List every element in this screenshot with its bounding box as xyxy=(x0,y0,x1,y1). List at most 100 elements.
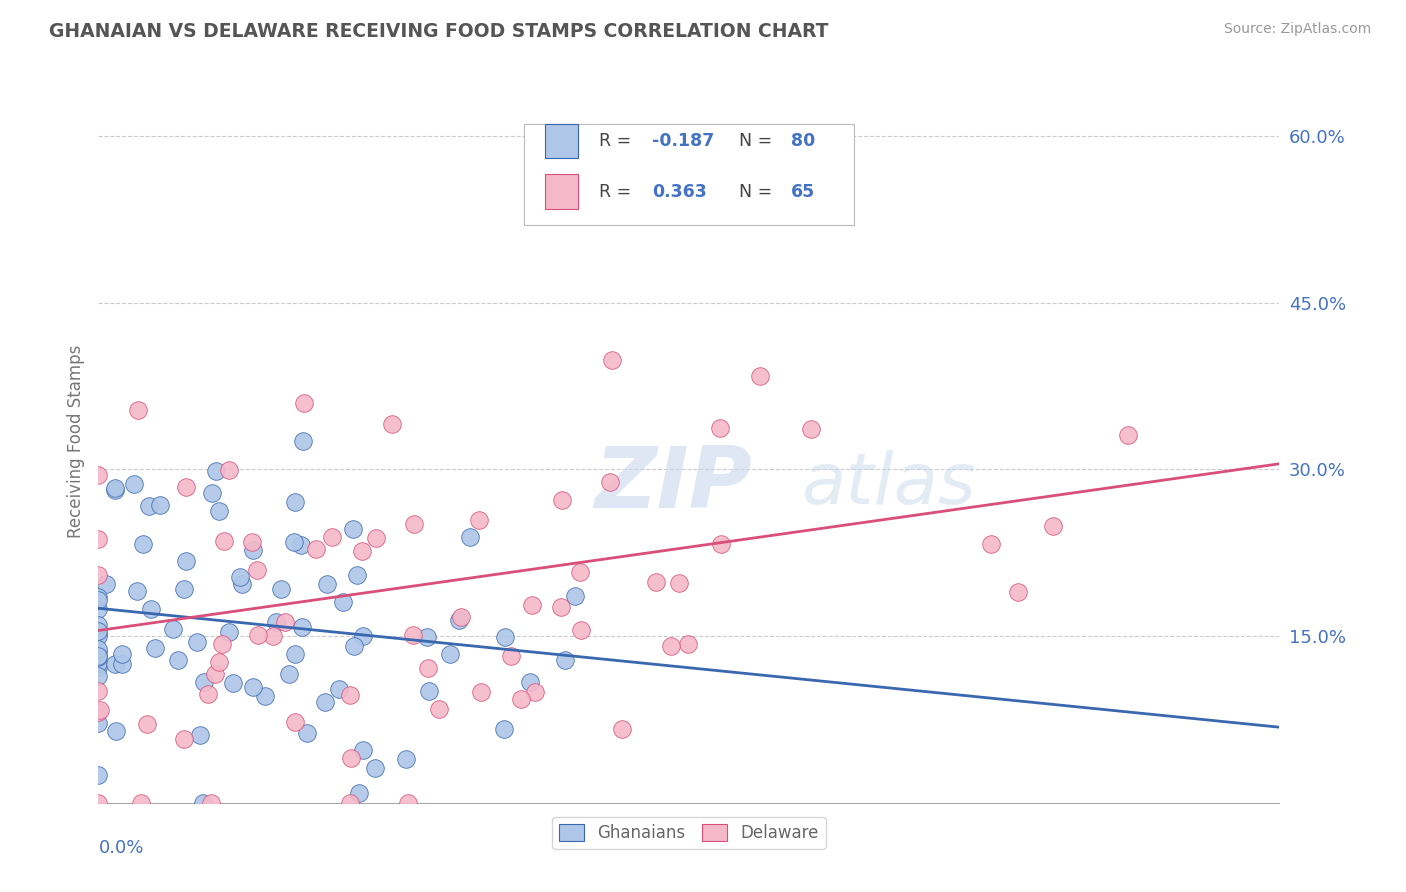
Point xyxy=(668,576,690,591)
Point xyxy=(709,537,731,551)
Text: 0.0%: 0.0% xyxy=(98,838,143,857)
Point xyxy=(173,731,195,746)
Point xyxy=(290,538,312,552)
Point xyxy=(87,715,110,730)
Point xyxy=(321,530,343,544)
Point xyxy=(104,481,127,495)
Point xyxy=(127,403,149,417)
Point xyxy=(87,629,110,643)
Point xyxy=(188,728,211,742)
Point xyxy=(342,522,364,536)
Point xyxy=(87,660,110,674)
Point xyxy=(569,565,592,579)
Text: R =: R = xyxy=(599,183,637,201)
Point xyxy=(1116,428,1139,442)
Point xyxy=(122,476,145,491)
Point xyxy=(246,628,269,642)
Point xyxy=(87,648,110,663)
Point xyxy=(709,421,731,435)
Text: 65: 65 xyxy=(790,183,814,201)
Point xyxy=(200,796,222,810)
Point xyxy=(510,692,533,706)
Point xyxy=(402,628,425,642)
Point xyxy=(352,742,374,756)
Point xyxy=(416,630,439,644)
Point xyxy=(492,722,515,736)
Point xyxy=(87,684,110,698)
FancyBboxPatch shape xyxy=(523,124,855,225)
Point xyxy=(208,504,231,518)
Point xyxy=(519,675,541,690)
Text: Source: ZipAtlas.com: Source: ZipAtlas.com xyxy=(1223,22,1371,37)
Point xyxy=(246,563,269,577)
FancyBboxPatch shape xyxy=(546,124,578,158)
Point xyxy=(262,629,284,643)
Point xyxy=(264,615,287,629)
Point xyxy=(292,396,315,410)
Point xyxy=(418,684,440,698)
Point xyxy=(346,567,368,582)
Point xyxy=(143,640,166,655)
Point xyxy=(316,577,339,591)
Text: 80: 80 xyxy=(790,132,814,150)
Point xyxy=(87,645,110,659)
Point xyxy=(610,722,633,736)
Point xyxy=(396,796,419,810)
Point xyxy=(402,516,425,531)
Point xyxy=(87,768,110,782)
Point xyxy=(284,647,307,661)
Text: N =: N = xyxy=(738,132,778,150)
Text: 0.363: 0.363 xyxy=(652,183,707,201)
Point xyxy=(87,617,110,632)
Point xyxy=(339,796,361,810)
Point xyxy=(242,542,264,557)
Point xyxy=(201,485,224,500)
Point xyxy=(352,629,374,643)
Point xyxy=(167,652,190,666)
Point xyxy=(129,796,152,810)
Point xyxy=(173,582,195,596)
Point xyxy=(551,493,574,508)
Point xyxy=(550,600,572,615)
Point xyxy=(211,636,233,650)
Point xyxy=(174,480,197,494)
Point xyxy=(328,682,350,697)
Point xyxy=(439,647,461,661)
Point xyxy=(467,512,489,526)
Point xyxy=(231,577,253,591)
Point xyxy=(89,703,111,717)
Point xyxy=(520,598,543,612)
Point xyxy=(339,688,361,702)
Point xyxy=(366,531,388,545)
Point xyxy=(222,676,245,690)
Point xyxy=(254,690,277,704)
Point xyxy=(447,613,470,627)
Point xyxy=(218,463,240,477)
Point xyxy=(1042,519,1064,533)
Point xyxy=(197,686,219,700)
Point xyxy=(193,675,215,690)
Point xyxy=(314,695,336,709)
Text: GHANAIAN VS DELAWARE RECEIVING FOOD STAMPS CORRELATION CHART: GHANAIAN VS DELAWARE RECEIVING FOOD STAM… xyxy=(49,22,828,41)
Point xyxy=(501,648,523,663)
Point xyxy=(349,786,371,800)
Point xyxy=(242,680,264,694)
Point xyxy=(111,657,134,671)
Point xyxy=(87,625,110,640)
FancyBboxPatch shape xyxy=(546,174,578,209)
Point xyxy=(87,602,110,616)
Point xyxy=(800,422,823,436)
Point xyxy=(980,537,1002,551)
Point xyxy=(270,582,292,597)
Point xyxy=(104,483,127,497)
Point xyxy=(554,653,576,667)
Point xyxy=(450,610,472,624)
Point xyxy=(214,533,236,548)
Point xyxy=(564,589,586,603)
Point xyxy=(291,620,314,634)
Point xyxy=(87,532,110,546)
Point xyxy=(352,544,374,558)
Point xyxy=(136,717,159,731)
Point xyxy=(87,796,110,810)
Point xyxy=(87,641,110,656)
